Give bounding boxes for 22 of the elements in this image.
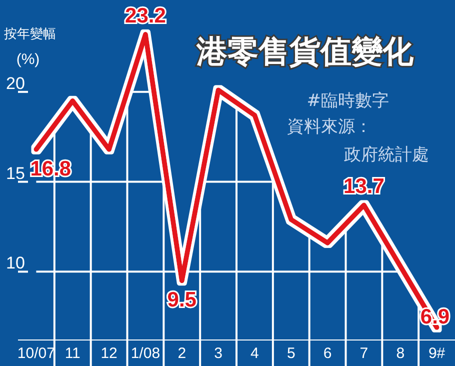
x-tick-label: 9# [428,345,446,362]
data-label: 13.7 [344,175,384,198]
data-label: 23.2 [125,4,166,28]
x-tick-label: 2 [178,345,186,362]
x-tick-label: 4 [250,345,259,362]
x-tick-label: 8 [396,345,405,362]
y-tick-label: 20 [6,74,25,93]
x-tick-label: 3 [214,345,222,362]
x-tick-label: 6 [323,345,332,362]
text: 港零售貨值變化 [196,34,414,70]
x-tick-label: 10/07 [17,345,55,362]
x-tick-label: 7 [360,345,368,362]
x-tick-label: 1/08 [130,345,160,362]
y-tick-label: 15 [6,164,25,183]
x-tick-label: 12 [100,345,118,362]
y-tick-label: 10 [6,254,25,273]
x-tick-label: 5 [286,345,296,362]
annotation: 資料來源：政府統計處 [287,117,429,165]
x-tick-label: 11 [64,345,80,362]
annotation: #臨時數字 [306,91,389,111]
y-axis-title: 按年變幅 (%) [4,26,56,68]
data-label: 9.5 [167,288,197,312]
